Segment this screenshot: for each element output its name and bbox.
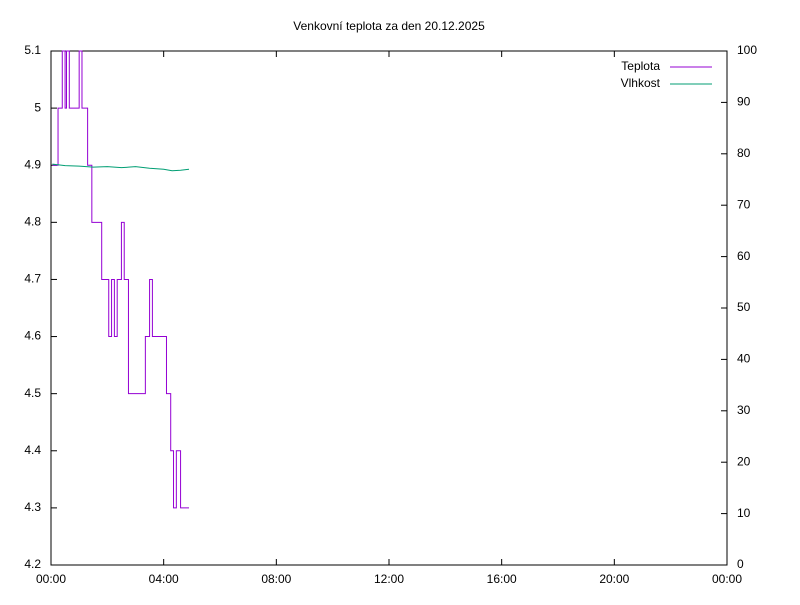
- y2-tick-label: 100: [737, 43, 757, 57]
- x-tick-label: 16:00: [487, 572, 517, 586]
- y-tick-label: 4.5: [24, 386, 41, 400]
- y-tick-label: 4.7: [24, 272, 41, 286]
- x-tick-label: 00:00: [712, 572, 742, 586]
- series-line: [52, 163, 190, 172]
- y2-tick-label: 80: [737, 146, 751, 160]
- x-tick-label: 08:00: [261, 572, 291, 586]
- y-tick-label: 4.4: [24, 443, 41, 457]
- y-tick-label: 4.3: [24, 500, 41, 514]
- y2-tick-label: 50: [737, 300, 751, 314]
- legend-label: Vlhkost: [621, 76, 661, 90]
- y-tick-label: 5.1: [24, 43, 41, 57]
- y-tick-label: 4.9: [24, 157, 41, 171]
- x-tick-label: 00:00: [36, 572, 66, 586]
- y2-tick-label: 10: [737, 506, 751, 520]
- y-tick-label: 5: [34, 100, 41, 114]
- x-tick-label: 20:00: [599, 572, 629, 586]
- x-tick-label: 12:00: [374, 572, 404, 586]
- series-line: [52, 50, 190, 509]
- y2-tick-label: 40: [737, 352, 751, 366]
- y-tick-label: 4.8: [24, 215, 41, 229]
- y2-tick-label: 0: [737, 557, 744, 571]
- y2-tick-label: 30: [737, 403, 751, 417]
- y-tick-label: 4.6: [24, 329, 41, 343]
- y2-tick-label: 60: [737, 249, 751, 263]
- y2-tick-label: 90: [737, 95, 751, 109]
- y2-tick-label: 20: [737, 454, 751, 468]
- y-tick-label: 4.2: [24, 557, 41, 571]
- chart-title: Venkovní teplota za den 20.12.2025: [293, 19, 485, 33]
- legend-label: Teplota: [621, 59, 660, 73]
- x-tick-label: 04:00: [149, 572, 179, 586]
- y2-tick-label: 70: [737, 197, 751, 211]
